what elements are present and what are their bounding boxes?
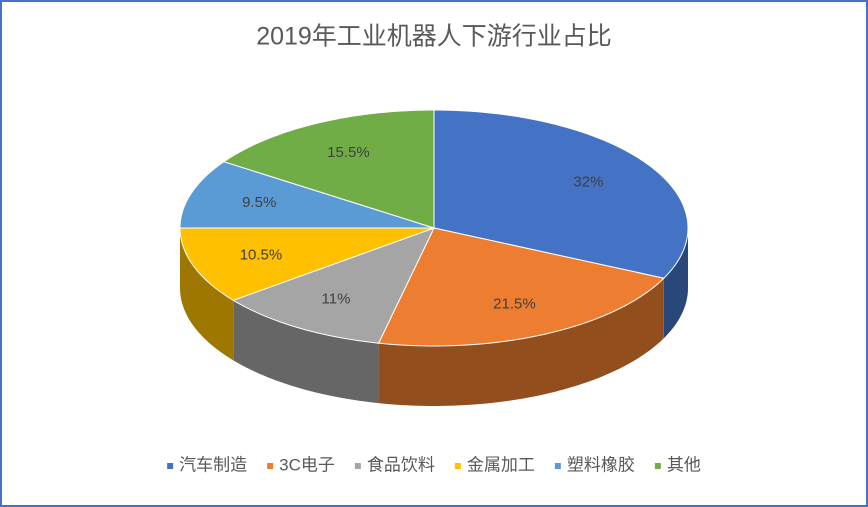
- slice-side: [180, 228, 234, 361]
- data-label: 10.5%: [240, 246, 283, 263]
- data-label: 32%: [573, 173, 603, 190]
- legend-marker: [554, 463, 561, 469]
- legend-marker: [654, 463, 661, 469]
- pie-slice: [179, 161, 435, 229]
- legend-marker: [267, 463, 274, 469]
- data-label: 15.5%: [327, 144, 370, 161]
- pie-slice: [222, 109, 435, 229]
- chart-title: 2019年工业机器人下游行业占比: [256, 23, 612, 51]
- legend-label: 3C电子: [279, 455, 335, 474]
- pie-slice: [232, 227, 435, 344]
- legend-label: 汽车制造: [179, 455, 247, 474]
- slice-side: [663, 228, 688, 339]
- data-label: 9.5%: [242, 194, 276, 211]
- pie-slice: [179, 227, 435, 301]
- legend-marker: [454, 463, 461, 469]
- legend-label: 金属加工: [467, 455, 535, 474]
- legend-label: 塑料橡胶: [567, 455, 635, 474]
- pie-slice: [433, 109, 689, 279]
- slice-side: [233, 300, 379, 404]
- legend-marker: [167, 463, 174, 469]
- slice-side: [378, 278, 664, 406]
- legend-label: 食品饮料: [367, 455, 435, 474]
- legend-marker: [354, 463, 361, 469]
- pie-slice: [377, 227, 665, 347]
- legend-label: 其他: [667, 455, 701, 474]
- data-label: 11%: [322, 291, 351, 308]
- data-label: 21.5%: [493, 295, 536, 312]
